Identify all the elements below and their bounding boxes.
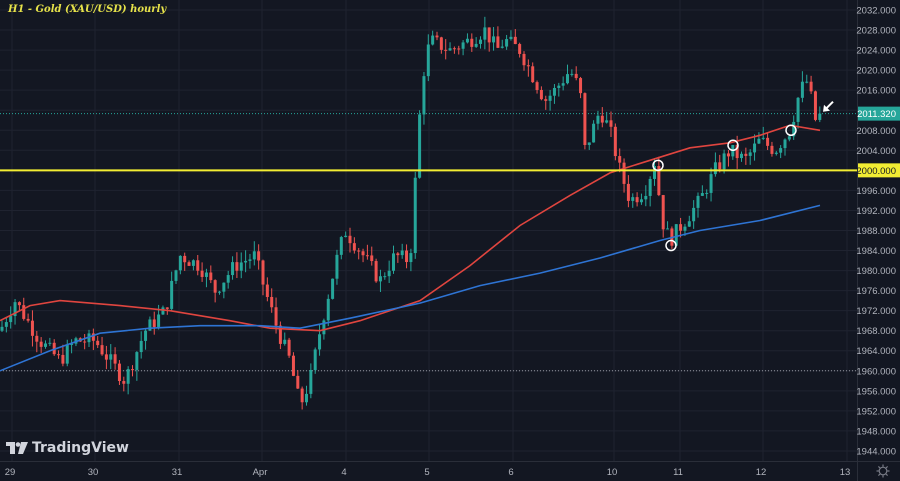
settings-gear-icon[interactable] bbox=[876, 464, 890, 478]
arrow-annotation-icon bbox=[823, 101, 834, 112]
price-tick-label: 1964.000 bbox=[856, 346, 896, 357]
price-tick-label: 2016.000 bbox=[856, 86, 896, 97]
price-tick-label: 2024.000 bbox=[856, 46, 896, 57]
current-price-label: 2011.320 bbox=[857, 109, 896, 120]
price-tick-label: 1976.000 bbox=[856, 286, 896, 297]
time-tick-label: 29 bbox=[5, 467, 16, 478]
price-tick-label: 1996.000 bbox=[856, 186, 896, 197]
time-tick-label: Apr bbox=[253, 467, 268, 478]
price-tick-label: 1984.000 bbox=[856, 246, 896, 257]
price-tick-label: 1944.000 bbox=[856, 446, 896, 457]
price-tick-label: 1972.000 bbox=[856, 306, 896, 317]
tradingview-logo-text: TradingView bbox=[32, 440, 129, 456]
current-price-tag bbox=[858, 106, 900, 121]
circle-annotation bbox=[652, 159, 664, 172]
tradingview-logo-icon bbox=[6, 442, 28, 454]
price-axis[interactable]: 2032.000 2028.000 2024.000 2020.000 2016.000… bbox=[856, 6, 900, 458]
price-tick-label: 2028.000 bbox=[856, 26, 896, 37]
circle-annotation bbox=[665, 239, 677, 252]
tradingview-logo: TradingView bbox=[6, 440, 129, 456]
circle-annotation bbox=[785, 124, 797, 137]
price-tick-label: 1992.000 bbox=[856, 206, 896, 217]
level-price-label: 2000.000 bbox=[856, 166, 896, 177]
time-tick-label: 5 bbox=[424, 467, 429, 478]
moving-average-blue-line bbox=[0, 204, 821, 372]
moving-average-red-line bbox=[0, 124, 821, 332]
time-axis[interactable]: 29 30 31 Apr 4 5 6 10 11 12 13 bbox=[5, 467, 851, 478]
level-price-tag bbox=[858, 163, 900, 178]
price-tick-label: 2004.000 bbox=[856, 146, 896, 157]
price-tick-label: 1980.000 bbox=[856, 266, 896, 277]
circle-annotation bbox=[727, 139, 739, 152]
price-tick-label: 1960.000 bbox=[856, 366, 896, 377]
price-tick-label: 1956.000 bbox=[856, 386, 896, 397]
price-tick-label: 2008.000 bbox=[856, 126, 896, 137]
price-tick-label: 1968.000 bbox=[856, 326, 896, 337]
time-tick-label: 13 bbox=[840, 467, 851, 478]
time-tick-label: 12 bbox=[756, 467, 767, 478]
time-tick-label: 4 bbox=[341, 467, 346, 478]
time-tick-label: 31 bbox=[172, 467, 183, 478]
chart-title: H1 - Gold (XAU/USD) hourly bbox=[8, 4, 167, 15]
time-tick-label: 10 bbox=[607, 467, 618, 478]
candles bbox=[0, 16, 822, 410]
time-tick-label: 30 bbox=[88, 467, 99, 478]
price-tick-label: 1952.000 bbox=[856, 406, 896, 417]
price-tick-label: 2032.000 bbox=[856, 6, 896, 17]
price-tick-label: 1948.000 bbox=[856, 426, 896, 437]
time-tick-label: 6 bbox=[508, 467, 513, 478]
grid bbox=[0, 0, 857, 461]
price-tick-label: 1988.000 bbox=[856, 226, 896, 237]
price-tick-label: 2020.000 bbox=[856, 66, 896, 77]
time-tick-label: 11 bbox=[673, 467, 683, 478]
